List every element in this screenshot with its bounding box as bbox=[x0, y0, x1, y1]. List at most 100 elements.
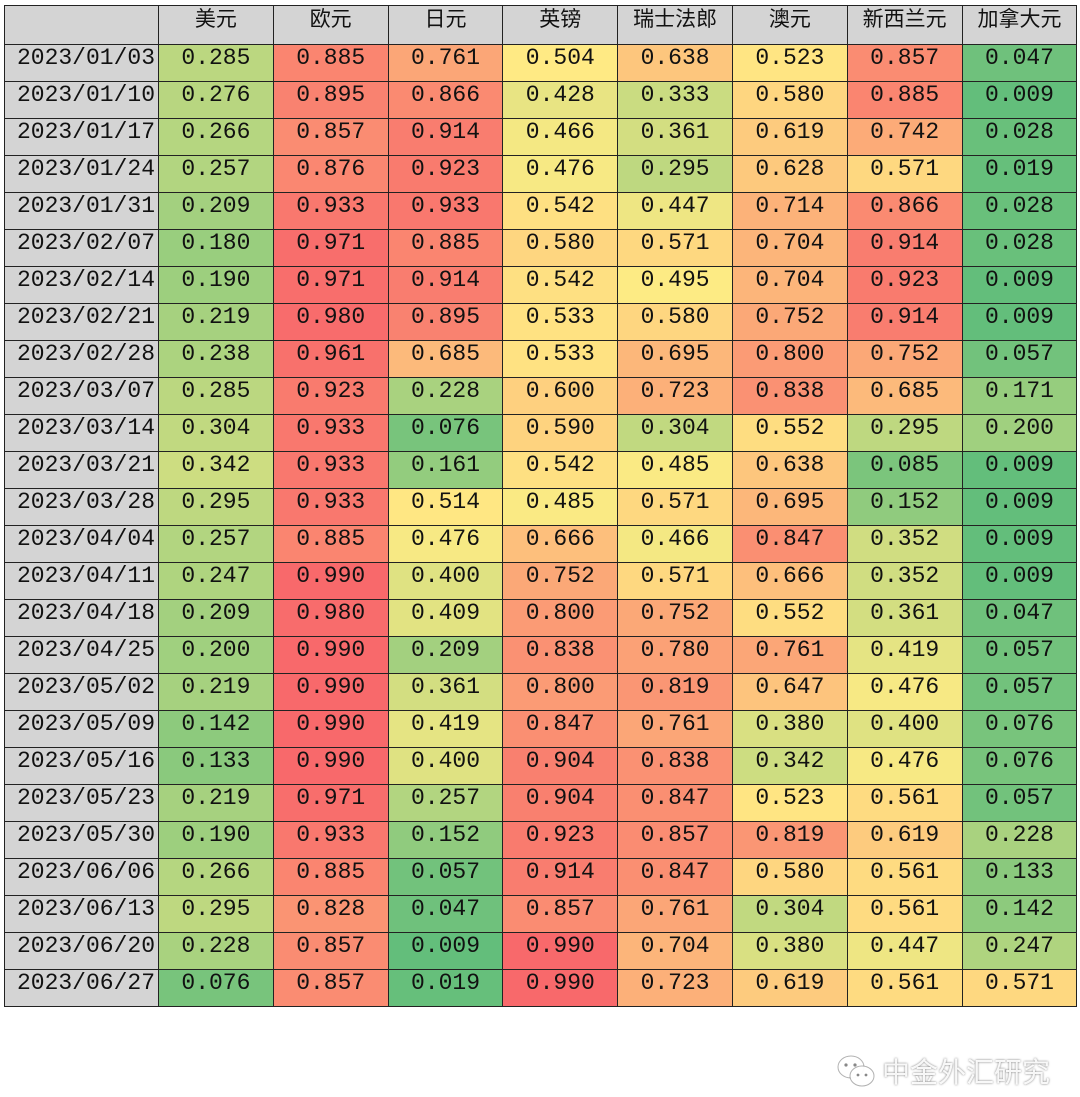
value-cell: 0.990 bbox=[272, 673, 389, 711]
table-row: 2023/03/14 0.304 0.933 0.076 0.590 0.304 0.552… bbox=[4, 414, 1078, 452]
value-cell: 0.923 bbox=[846, 266, 963, 304]
value-cell: 0.580 bbox=[731, 858, 848, 896]
value-cell: 0.142 bbox=[158, 710, 274, 748]
value-cell: 0.742 bbox=[846, 118, 963, 156]
value-cell: 0.266 bbox=[158, 118, 274, 156]
value-cell: 0.295 bbox=[158, 488, 274, 526]
value-cell: 0.933 bbox=[272, 488, 389, 526]
table-row: 2023/01/10 0.276 0.895 0.866 0.428 0.333 0.580… bbox=[4, 81, 1078, 119]
table-row: 2023/04/25 0.200 0.990 0.209 0.838 0.780 0.761… bbox=[4, 636, 1078, 674]
value-cell: 0.057 bbox=[961, 340, 1078, 378]
value-cell: 0.180 bbox=[158, 229, 274, 267]
table-row: 2023/04/18 0.209 0.980 0.409 0.800 0.752 0.552… bbox=[4, 599, 1078, 637]
table-row: 2023/06/27 0.076 0.857 0.019 0.990 0.723 0.619… bbox=[4, 969, 1078, 1007]
value-cell: 0.152 bbox=[387, 821, 504, 859]
value-cell: 0.933 bbox=[272, 821, 389, 859]
value-cell: 0.780 bbox=[617, 636, 733, 674]
value-cell: 0.752 bbox=[502, 562, 619, 600]
column-header: 日元 bbox=[387, 5, 504, 45]
value-cell: 0.990 bbox=[502, 969, 619, 1007]
table-row: 2023/03/07 0.285 0.923 0.228 0.600 0.723 0.838… bbox=[4, 377, 1078, 415]
table-row: 2023/02/21 0.219 0.980 0.895 0.533 0.580 0.752… bbox=[4, 303, 1078, 341]
value-cell: 0.361 bbox=[617, 118, 733, 156]
value-cell: 0.009 bbox=[961, 451, 1078, 489]
value-cell: 0.552 bbox=[731, 599, 848, 637]
table-row: 2023/02/07 0.180 0.971 0.885 0.580 0.571 0.704… bbox=[4, 229, 1078, 267]
value-cell: 0.057 bbox=[961, 636, 1078, 674]
date-cell: 2023/02/21 bbox=[4, 303, 159, 341]
date-cell: 2023/03/14 bbox=[4, 414, 159, 452]
value-cell: 0.304 bbox=[731, 895, 848, 933]
date-cell: 2023/01/24 bbox=[4, 155, 159, 193]
date-cell: 2023/03/28 bbox=[4, 488, 159, 526]
value-cell: 0.257 bbox=[158, 155, 274, 193]
value-cell: 0.285 bbox=[158, 44, 274, 82]
value-cell: 0.542 bbox=[502, 451, 619, 489]
value-cell: 0.400 bbox=[387, 747, 504, 785]
value-cell: 0.295 bbox=[617, 155, 733, 193]
value-cell: 0.057 bbox=[961, 784, 1078, 822]
value-cell: 0.914 bbox=[387, 118, 504, 156]
value-cell: 0.619 bbox=[731, 118, 848, 156]
value-cell: 0.847 bbox=[617, 858, 733, 896]
table-row: 2023/05/23 0.219 0.971 0.257 0.904 0.847 0.523… bbox=[4, 784, 1078, 822]
value-cell: 0.752 bbox=[731, 303, 848, 341]
value-cell: 0.019 bbox=[961, 155, 1078, 193]
value-cell: 0.666 bbox=[502, 525, 619, 563]
value-cell: 0.971 bbox=[272, 266, 389, 304]
value-cell: 0.219 bbox=[158, 784, 274, 822]
value-cell: 0.619 bbox=[731, 969, 848, 1007]
value-cell: 0.885 bbox=[846, 81, 963, 119]
value-cell: 0.142 bbox=[961, 895, 1078, 933]
value-cell: 0.971 bbox=[272, 784, 389, 822]
table-row: 2023/05/09 0.142 0.990 0.419 0.847 0.761 0.380… bbox=[4, 710, 1078, 748]
column-header: 加拿大元 bbox=[961, 5, 1078, 45]
value-cell: 0.380 bbox=[731, 932, 848, 970]
value-cell: 0.380 bbox=[731, 710, 848, 748]
value-cell: 0.857 bbox=[272, 118, 389, 156]
value-cell: 0.495 bbox=[617, 266, 733, 304]
value-cell: 0.990 bbox=[272, 747, 389, 785]
value-cell: 0.876 bbox=[272, 155, 389, 193]
value-cell: 0.761 bbox=[617, 710, 733, 748]
value-cell: 0.361 bbox=[846, 599, 963, 637]
value-cell: 0.028 bbox=[961, 229, 1078, 267]
value-cell: 0.819 bbox=[731, 821, 848, 859]
value-cell: 0.400 bbox=[846, 710, 963, 748]
value-cell: 0.276 bbox=[158, 81, 274, 119]
value-cell: 0.904 bbox=[502, 784, 619, 822]
value-cell: 0.704 bbox=[731, 229, 848, 267]
value-cell: 0.352 bbox=[846, 562, 963, 600]
date-cell: 2023/01/10 bbox=[4, 81, 159, 119]
value-cell: 0.904 bbox=[502, 747, 619, 785]
table-row: 2023/01/17 0.266 0.857 0.914 0.466 0.361 0.619… bbox=[4, 118, 1078, 156]
value-cell: 0.933 bbox=[272, 451, 389, 489]
value-cell: 0.580 bbox=[617, 303, 733, 341]
value-cell: 0.257 bbox=[158, 525, 274, 563]
date-cell: 2023/04/11 bbox=[4, 562, 159, 600]
date-cell: 2023/05/09 bbox=[4, 710, 159, 748]
value-cell: 0.961 bbox=[272, 340, 389, 378]
value-cell: 0.571 bbox=[617, 229, 733, 267]
value-cell: 0.266 bbox=[158, 858, 274, 896]
value-cell: 0.838 bbox=[617, 747, 733, 785]
date-cell: 2023/06/13 bbox=[4, 895, 159, 933]
table-row: 2023/06/06 0.266 0.885 0.057 0.914 0.847 0.580… bbox=[4, 858, 1078, 896]
value-cell: 0.980 bbox=[272, 303, 389, 341]
value-cell: 0.361 bbox=[387, 673, 504, 711]
date-cell: 2023/03/21 bbox=[4, 451, 159, 489]
value-cell: 0.885 bbox=[272, 858, 389, 896]
value-cell: 0.190 bbox=[158, 821, 274, 859]
date-cell: 2023/04/04 bbox=[4, 525, 159, 563]
value-cell: 0.076 bbox=[158, 969, 274, 1007]
value-cell: 0.895 bbox=[387, 303, 504, 341]
table-row: 2023/04/04 0.257 0.885 0.476 0.666 0.466 0.847… bbox=[4, 525, 1078, 563]
value-cell: 0.028 bbox=[961, 118, 1078, 156]
value-cell: 0.685 bbox=[846, 377, 963, 415]
value-cell: 0.009 bbox=[961, 266, 1078, 304]
value-cell: 0.980 bbox=[272, 599, 389, 637]
value-cell: 0.704 bbox=[731, 266, 848, 304]
value-cell: 0.761 bbox=[731, 636, 848, 674]
value-cell: 0.342 bbox=[731, 747, 848, 785]
value-cell: 0.647 bbox=[731, 673, 848, 711]
